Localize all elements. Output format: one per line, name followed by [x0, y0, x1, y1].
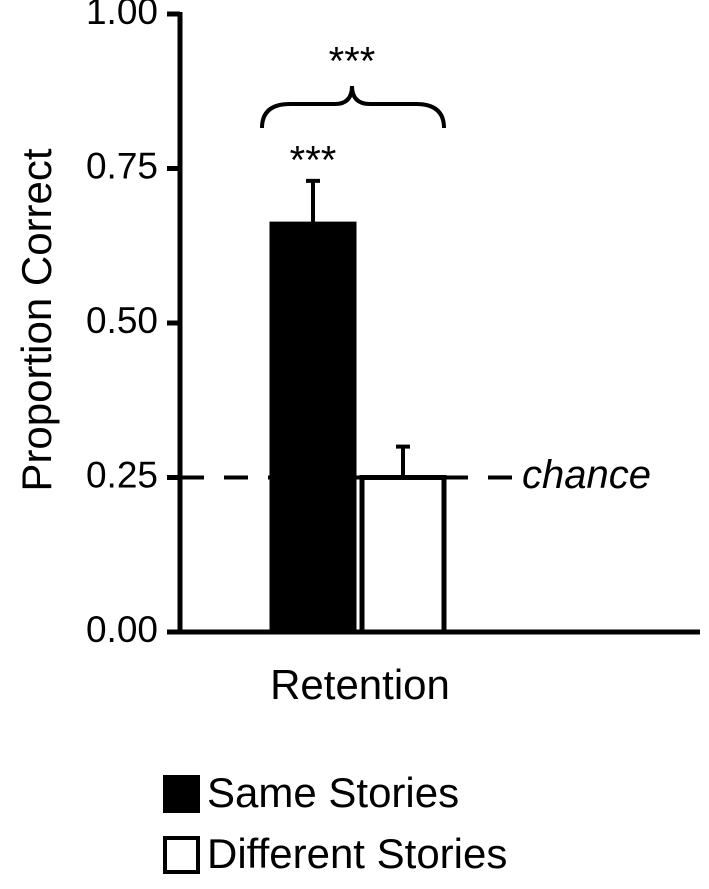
x-tick-label: Retention [270, 661, 450, 708]
y-tick-label: 0.50 [86, 300, 158, 341]
y-tick-label: 1.00 [86, 0, 158, 32]
y-axis-label: Proportion Correct [13, 148, 60, 491]
chance-label: chance [522, 453, 651, 497]
y-tick-label: 0.00 [86, 609, 158, 650]
legend-swatch [163, 775, 200, 813]
legend-label: Same Stories [207, 769, 459, 816]
annotation: *** [329, 40, 376, 84]
annotation: *** [290, 138, 337, 182]
bar [359, 475, 447, 635]
legend-swatch [163, 836, 200, 874]
y-tick-label: 0.75 [86, 145, 158, 186]
bar [269, 221, 357, 635]
legend-label: Different Stories [207, 830, 507, 877]
y-tick-label: 0.25 [86, 454, 158, 495]
significance-brace [260, 85, 446, 129]
